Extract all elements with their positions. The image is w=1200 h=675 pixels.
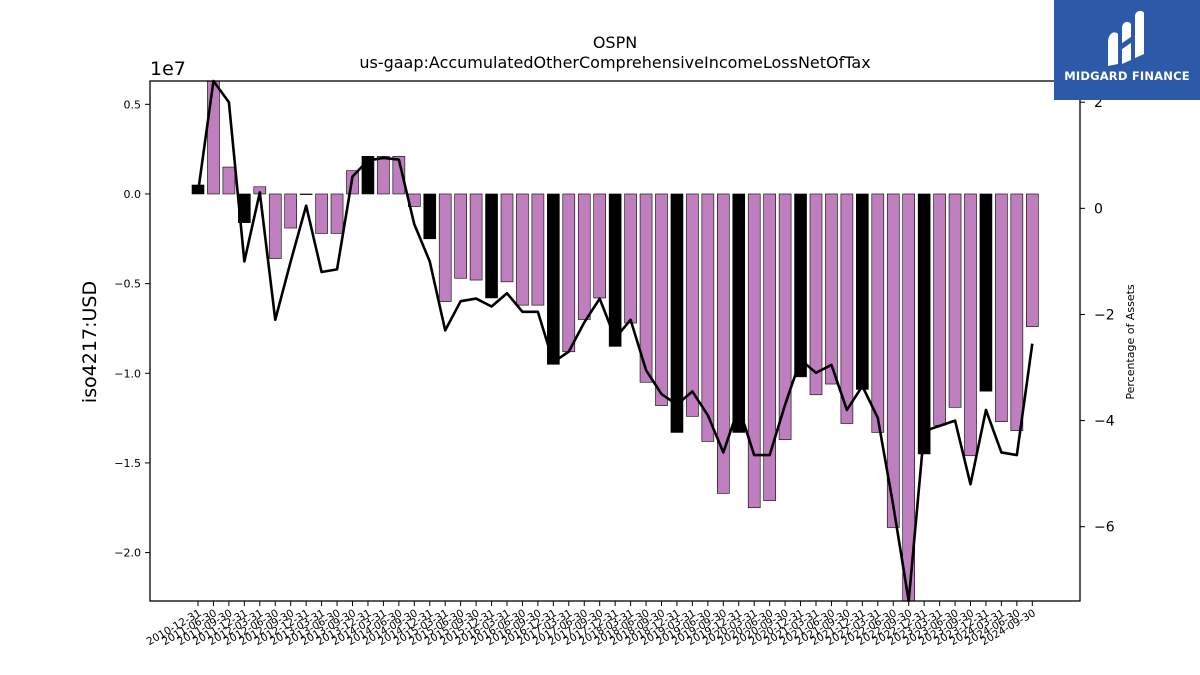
bar xyxy=(1010,193,1024,431)
bar xyxy=(284,193,298,229)
bar xyxy=(840,193,854,424)
bar xyxy=(747,193,761,509)
bar xyxy=(547,193,560,365)
y2-tick-label: 0 xyxy=(1094,201,1103,217)
midgard-logo-wordmark: MIDGARD FINANCE xyxy=(1064,69,1190,83)
bar xyxy=(485,193,498,299)
y-axis-label: iso4217:USD xyxy=(79,281,101,403)
midgard-logo-icon xyxy=(1108,10,1144,66)
plot-frame xyxy=(149,80,1081,602)
chart-subtitle: us-gaap:AccumulatedOtherComprehensiveInc… xyxy=(359,53,870,72)
y2-tick-label: −4 xyxy=(1094,414,1115,430)
y-tick-label: −2.0 xyxy=(114,547,141,560)
bar xyxy=(670,193,684,433)
percentage-line xyxy=(196,79,1034,603)
bar xyxy=(500,193,514,283)
bar xyxy=(686,193,699,417)
bar xyxy=(902,193,916,602)
bar-series xyxy=(191,80,1039,602)
bar xyxy=(825,193,838,385)
bar xyxy=(639,193,653,383)
bar xyxy=(886,193,900,528)
bar xyxy=(392,156,406,195)
bar xyxy=(423,193,437,240)
bar xyxy=(871,193,885,433)
bar xyxy=(979,193,993,392)
bar xyxy=(268,193,282,259)
y-tick-label: 0.5 xyxy=(124,98,142,111)
bar xyxy=(577,193,591,320)
bar xyxy=(454,193,467,279)
bar xyxy=(794,193,807,378)
bar xyxy=(438,193,452,302)
bar xyxy=(933,193,946,426)
bar xyxy=(377,156,390,195)
bar xyxy=(608,193,622,347)
bar xyxy=(1026,193,1039,327)
bar xyxy=(315,193,328,234)
y2-tick-label: −6 xyxy=(1094,520,1115,536)
bar xyxy=(964,193,977,457)
y-tick-label: −0.5 xyxy=(114,278,141,291)
chart-title: OSPN xyxy=(593,33,637,52)
bar xyxy=(562,193,576,353)
x-axis-ticks: 2010-12-312011-06-302011-09-302011-12-31… xyxy=(145,601,1038,648)
bar xyxy=(531,193,545,306)
y-tick-label: −1.5 xyxy=(114,457,141,470)
y2-axis-label: Percentage of Assets xyxy=(1124,284,1137,400)
y-axis-offset-label: 1e7 xyxy=(150,58,186,80)
bar xyxy=(763,193,776,501)
bar xyxy=(624,193,637,324)
bar xyxy=(701,193,715,442)
bar xyxy=(856,193,869,390)
bar xyxy=(516,193,529,306)
bar xyxy=(299,193,313,195)
bar xyxy=(948,193,962,408)
bar xyxy=(917,193,931,455)
bar xyxy=(809,193,823,396)
y-tick-label: 0.0 xyxy=(124,188,142,201)
bar xyxy=(593,193,607,299)
y2-tick-label: 2 xyxy=(1094,95,1103,111)
bar xyxy=(655,193,668,406)
y2-axis-ticks: 2 0 −2 −4 −6 xyxy=(1080,95,1115,536)
bar xyxy=(330,193,344,234)
y-axis-ticks: 0.5 0.0 −0.5 −1.0 −1.5 −2.0 xyxy=(114,98,150,560)
bar xyxy=(716,193,730,494)
bar xyxy=(222,166,236,195)
bar xyxy=(732,193,746,433)
bar xyxy=(778,193,792,440)
y-tick-label: −1.0 xyxy=(114,367,141,380)
y2-tick-label: −2 xyxy=(1094,307,1115,323)
bar xyxy=(207,80,220,195)
midgard-finance-logo: MIDGARD FINANCE xyxy=(1054,0,1200,100)
bar xyxy=(995,193,1008,422)
bar xyxy=(361,156,375,195)
bar xyxy=(469,193,483,281)
percentage-line-series xyxy=(196,79,1034,603)
